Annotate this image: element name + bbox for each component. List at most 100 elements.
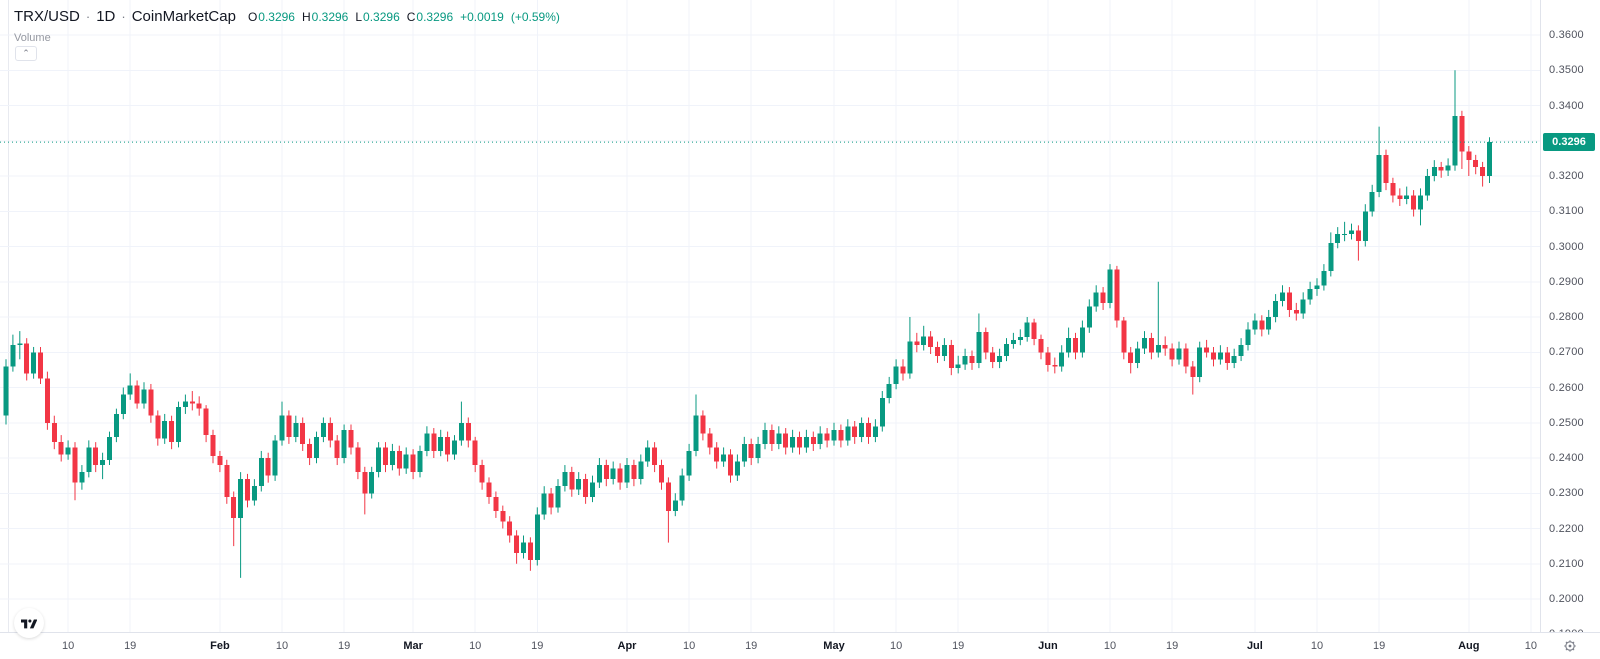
- candle-down: [396, 450, 402, 469]
- candle-up: [1024, 322, 1030, 338]
- candle-up: [376, 447, 382, 473]
- candle-down: [472, 440, 478, 466]
- candle-up: [872, 426, 878, 437]
- candle-down: [93, 447, 99, 466]
- candle-up: [86, 447, 92, 473]
- candle-up: [258, 458, 264, 487]
- candle-up: [1487, 142, 1492, 176]
- candle-down: [189, 401, 195, 404]
- candle-down: [24, 343, 30, 374]
- candle-up: [1197, 347, 1203, 377]
- candle-up: [521, 542, 526, 554]
- candle-down: [1031, 322, 1037, 339]
- candle-down: [348, 429, 354, 448]
- candle-up: [638, 461, 644, 480]
- candle-down: [300, 422, 306, 444]
- time-tick-day: 19: [745, 640, 758, 652]
- price-tick-label: 0.3400: [1549, 99, 1584, 112]
- candle-up: [741, 443, 747, 462]
- candle-down: [51, 422, 57, 443]
- candle-down: [769, 429, 775, 444]
- candle-down: [852, 426, 858, 437]
- candle-down: [928, 336, 934, 347]
- candle-down: [617, 468, 623, 483]
- candle-up: [3, 366, 9, 416]
- interval-value[interactable]: 1D: [96, 8, 116, 25]
- candle-up: [831, 429, 837, 441]
- candle-down: [1224, 352, 1230, 363]
- candle-down: [245, 479, 250, 501]
- candle-up: [845, 426, 851, 441]
- symbol-legend: TRX/USD · 1D · CoinMarketCap O 0.3296 H 0.…: [14, 8, 560, 25]
- candle-up: [251, 486, 257, 501]
- time-tick-day: 19: [337, 640, 351, 652]
- candle-down: [1121, 320, 1127, 353]
- time-tick-month: Apr: [617, 640, 637, 652]
- tradingview-logo[interactable]: [14, 608, 44, 638]
- candle-down: [797, 436, 802, 448]
- candle-down: [1390, 183, 1396, 196]
- chevron-up-icon: ⌃: [22, 48, 30, 58]
- candle-down: [990, 352, 996, 363]
- price-scale[interactable]: 0.3296 0.3600 0.3500 0.3400 0.3200 0.3100 0.3…: [1540, 0, 1600, 632]
- candle-up: [1004, 343, 1009, 356]
- candle-up: [1266, 317, 1272, 330]
- time-tick-day: 19: [952, 640, 965, 652]
- candlestick-chart-area[interactable]: [0, 0, 1540, 632]
- candle-up: [1238, 345, 1244, 356]
- time-tick-month: Mar: [403, 640, 423, 652]
- candle-up: [320, 422, 326, 437]
- volume-collapse-button[interactable]: ⌃: [15, 46, 37, 61]
- candle-up: [31, 352, 37, 374]
- candle-down: [983, 332, 989, 353]
- ohlc-values: O 0.3296 H 0.3296 L 0.3296 C 0.3296 +0.0019 …: [248, 10, 560, 24]
- candle-up: [734, 461, 740, 476]
- candle-up: [762, 429, 768, 444]
- candle-down: [210, 435, 216, 457]
- candle-up: [1017, 337, 1023, 340]
- time-tick-month: May: [823, 640, 845, 652]
- legend-separator: ·: [85, 9, 91, 24]
- candle-down: [1286, 292, 1292, 310]
- candle-up: [279, 415, 285, 441]
- time-tick-month: Jun: [1038, 640, 1058, 652]
- time-tick-day: 10: [1524, 640, 1538, 652]
- candle-up: [534, 514, 540, 561]
- candle-up: [776, 433, 782, 444]
- candle-up: [907, 341, 913, 374]
- time-scale[interactable]: 10 19 Feb 10 19 Mar 10 19 Apr 10 19 May 10 19 Jun 10 19 J…: [0, 632, 1540, 659]
- candle-up: [562, 472, 568, 487]
- open-value: 0.3296: [258, 10, 295, 24]
- candle-down: [72, 447, 78, 483]
- candle-up: [859, 422, 865, 437]
- candle-up: [555, 486, 561, 508]
- price-tick-label: 0.2800: [1549, 311, 1584, 323]
- candlestick-chart-svg[interactable]: [0, 0, 1540, 632]
- exchange-name[interactable]: CoinMarketCap: [131, 8, 236, 25]
- close-value: 0.3296: [416, 10, 454, 24]
- candle-up: [65, 447, 71, 455]
- candle-down: [1128, 352, 1134, 363]
- low-value: 0.3296: [363, 10, 400, 24]
- time-tick-day: 19: [531, 640, 544, 652]
- candle-down: [583, 479, 589, 497]
- gear-icon[interactable]: [1563, 639, 1577, 653]
- candle-up: [886, 383, 892, 399]
- candle-down: [286, 415, 292, 437]
- time-tick-day: 10: [889, 640, 903, 652]
- candle-up: [955, 364, 961, 369]
- symbol-name[interactable]: TRX/USD: [14, 8, 80, 25]
- candle-down: [196, 403, 202, 409]
- candle-up: [369, 472, 375, 494]
- candle-up: [921, 336, 927, 346]
- price-tick-label: 0.2700: [1549, 346, 1584, 359]
- candle-down: [1183, 348, 1189, 367]
- high-label: H: [301, 10, 311, 24]
- price-tick-label: 0.3500: [1549, 64, 1584, 77]
- time-tick-day: 10: [1103, 640, 1117, 652]
- candle-up: [1231, 355, 1237, 363]
- candle-down: [700, 415, 706, 434]
- candle-down: [659, 465, 664, 483]
- legend-separator: ·: [121, 9, 126, 24]
